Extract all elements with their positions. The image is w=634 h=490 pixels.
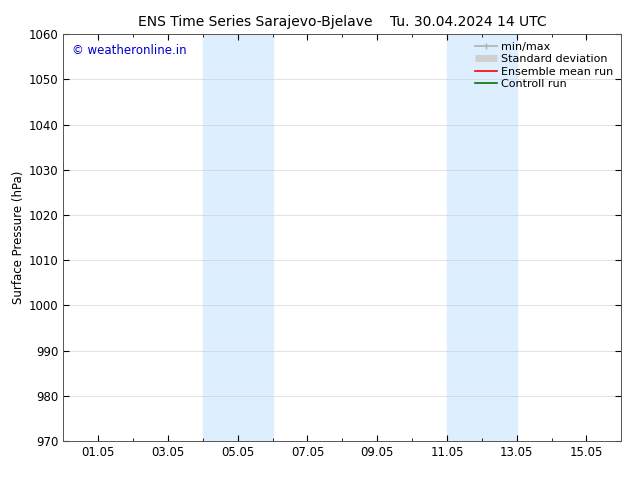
Y-axis label: Surface Pressure (hPa): Surface Pressure (hPa) bbox=[11, 171, 25, 304]
Text: © weatheronline.in: © weatheronline.in bbox=[72, 45, 186, 57]
Legend: min/max, Standard deviation, Ensemble mean run, Controll run: min/max, Standard deviation, Ensemble me… bbox=[472, 40, 616, 91]
Title: ENS Time Series Sarajevo-Bjelave    Tu. 30.04.2024 14 UTC: ENS Time Series Sarajevo-Bjelave Tu. 30.… bbox=[138, 15, 547, 29]
Bar bbox=[447, 34, 517, 441]
Bar bbox=[203, 34, 273, 441]
